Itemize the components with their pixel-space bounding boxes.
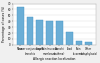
Bar: [36, 20, 43, 45]
Bar: [17, 7, 24, 45]
Bar: [56, 21, 63, 45]
Bar: [76, 41, 82, 45]
Bar: [85, 42, 92, 45]
Bar: [66, 32, 73, 45]
X-axis label: Allergic reaction localization: Allergic reaction localization: [33, 57, 76, 61]
Bar: [26, 17, 33, 45]
Y-axis label: Percentage of cases (%): Percentage of cases (%): [2, 6, 6, 42]
Bar: [46, 21, 53, 45]
